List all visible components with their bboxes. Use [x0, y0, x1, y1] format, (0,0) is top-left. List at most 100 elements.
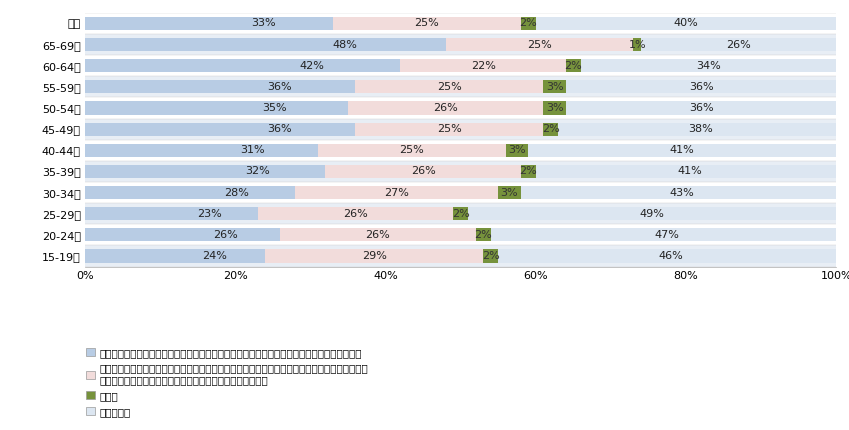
- Text: 36%: 36%: [267, 124, 292, 134]
- Text: 33%: 33%: [251, 18, 276, 28]
- Text: 43%: 43%: [670, 187, 694, 198]
- Bar: [498, 249, 844, 263]
- Bar: [528, 144, 836, 157]
- Bar: [543, 80, 565, 93]
- Text: 32%: 32%: [245, 166, 270, 176]
- Text: 2%: 2%: [565, 61, 582, 71]
- Bar: [85, 17, 333, 30]
- Text: 25%: 25%: [437, 82, 462, 92]
- Bar: [318, 144, 506, 157]
- Bar: [265, 249, 483, 263]
- Text: 1%: 1%: [628, 40, 646, 49]
- Bar: [559, 123, 844, 136]
- Text: 3%: 3%: [501, 187, 518, 198]
- Bar: [633, 38, 641, 51]
- Bar: [85, 144, 318, 157]
- Bar: [85, 203, 836, 224]
- Bar: [543, 123, 559, 136]
- Bar: [565, 80, 836, 93]
- Text: 2%: 2%: [481, 251, 499, 261]
- Text: 25%: 25%: [437, 124, 462, 134]
- Bar: [483, 249, 498, 263]
- Bar: [491, 228, 844, 241]
- Bar: [85, 224, 836, 246]
- Text: 24%: 24%: [202, 251, 228, 261]
- Text: 47%: 47%: [655, 230, 680, 240]
- Bar: [536, 17, 836, 30]
- Text: 26%: 26%: [433, 103, 458, 113]
- Text: 3%: 3%: [508, 145, 526, 155]
- Text: 25%: 25%: [414, 18, 439, 28]
- Bar: [85, 165, 325, 178]
- Text: 36%: 36%: [267, 82, 292, 92]
- Text: 42%: 42%: [300, 61, 324, 71]
- Bar: [85, 249, 265, 263]
- Bar: [356, 80, 543, 93]
- Bar: [85, 207, 258, 220]
- Bar: [85, 123, 356, 136]
- Bar: [85, 101, 348, 114]
- Bar: [85, 38, 446, 51]
- Bar: [446, 38, 633, 51]
- Text: 2%: 2%: [520, 166, 537, 176]
- Bar: [85, 228, 280, 241]
- Bar: [85, 13, 836, 34]
- Bar: [543, 101, 565, 114]
- Text: 2%: 2%: [542, 124, 559, 134]
- Bar: [85, 55, 836, 77]
- Text: 2%: 2%: [452, 209, 469, 219]
- Bar: [280, 228, 475, 241]
- Text: 29%: 29%: [362, 251, 386, 261]
- Bar: [468, 207, 836, 220]
- Text: 41%: 41%: [678, 166, 702, 176]
- Bar: [506, 144, 528, 157]
- Text: 40%: 40%: [673, 18, 699, 28]
- Bar: [498, 186, 520, 199]
- Bar: [85, 80, 356, 93]
- Text: 3%: 3%: [546, 103, 564, 113]
- Bar: [85, 182, 836, 203]
- Bar: [85, 186, 295, 199]
- Text: 27%: 27%: [385, 187, 409, 198]
- Bar: [85, 98, 836, 119]
- Bar: [641, 38, 836, 51]
- Bar: [85, 140, 836, 161]
- Text: 2%: 2%: [520, 18, 537, 28]
- Text: 31%: 31%: [240, 145, 265, 155]
- Text: 35%: 35%: [262, 103, 287, 113]
- Text: 46%: 46%: [659, 251, 683, 261]
- Text: 49%: 49%: [640, 209, 665, 219]
- Bar: [85, 119, 836, 140]
- Bar: [520, 17, 536, 30]
- Text: 26%: 26%: [366, 230, 391, 240]
- Bar: [401, 59, 565, 72]
- Text: 2%: 2%: [475, 230, 492, 240]
- Text: 26%: 26%: [411, 166, 436, 176]
- Bar: [565, 101, 836, 114]
- Bar: [85, 34, 836, 55]
- Bar: [581, 59, 836, 72]
- Legend: 日本の技術が海外で軍事技術に活用される懸念がある以上、経済安全保障の考えは理解できる, 科学技術交流は研究者同士が自由に実施すべきものであり、経済安全保障の考え: 日本の技術が海外で軍事技術に活用される懸念がある以上、経済安全保障の考えは理解で…: [87, 348, 368, 417]
- Text: 36%: 36%: [689, 82, 713, 92]
- Bar: [85, 161, 836, 182]
- Bar: [85, 77, 836, 98]
- Bar: [453, 207, 468, 220]
- Bar: [85, 246, 836, 267]
- Bar: [356, 123, 543, 136]
- Text: 25%: 25%: [527, 40, 552, 49]
- Bar: [475, 228, 491, 241]
- Bar: [348, 101, 543, 114]
- Bar: [333, 17, 520, 30]
- Text: 34%: 34%: [696, 61, 721, 71]
- Bar: [536, 165, 844, 178]
- Text: 3%: 3%: [546, 82, 564, 92]
- Text: 48%: 48%: [332, 40, 357, 49]
- Bar: [295, 186, 498, 199]
- Bar: [520, 165, 536, 178]
- Text: 28%: 28%: [224, 187, 249, 198]
- Text: 26%: 26%: [726, 40, 751, 49]
- Text: 22%: 22%: [470, 61, 496, 71]
- Bar: [85, 59, 401, 72]
- Bar: [565, 59, 581, 72]
- Text: 26%: 26%: [343, 209, 368, 219]
